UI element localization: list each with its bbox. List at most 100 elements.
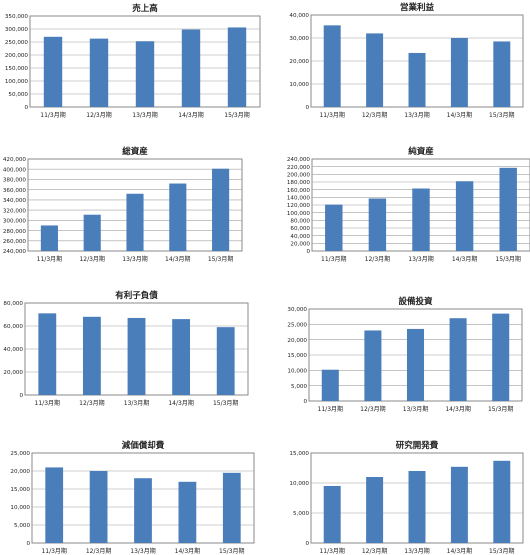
x-tick-label: 14/3月期 xyxy=(447,111,472,119)
bar xyxy=(83,214,101,251)
x-tick-label: 12/3月期 xyxy=(365,255,390,263)
y-tick-label: 60,000 xyxy=(290,226,310,232)
bar xyxy=(212,168,230,251)
x-tick-label: 11/3月期 xyxy=(35,399,60,407)
chart-title: 売上高 xyxy=(131,3,158,14)
bar xyxy=(406,328,425,401)
y-tick-label: 40,000 xyxy=(290,234,310,240)
x-tick-label: 15/3月期 xyxy=(488,405,513,413)
y-tick-label: 10,000 xyxy=(289,82,309,88)
bar xyxy=(181,29,201,107)
y-tick-label: 100,000 xyxy=(5,79,29,85)
y-tick-label: 30,000 xyxy=(289,36,309,42)
x-tick-label: 15/3月期 xyxy=(208,255,233,263)
y-tick-label: 5,000 xyxy=(293,511,309,517)
x-tick-label: 15/3月期 xyxy=(489,547,514,555)
y-tick-label: 150,000 xyxy=(5,66,29,72)
bar xyxy=(449,318,467,401)
bar xyxy=(40,225,58,251)
bar xyxy=(364,330,382,401)
y-tick-label: 260,000 xyxy=(3,239,27,245)
bar xyxy=(368,198,387,251)
x-tick-label: 11/3月期 xyxy=(41,547,66,555)
y-tick-label: 5,000 xyxy=(14,523,30,529)
bar xyxy=(82,316,101,395)
x-tick-label: 14/3月期 xyxy=(447,547,472,555)
x-tick-label: 12/3月期 xyxy=(79,255,104,263)
chart-title: 純資産 xyxy=(408,146,434,157)
x-tick-label: 11/3月期 xyxy=(319,547,344,555)
y-tick-label: 340,000 xyxy=(3,198,27,204)
chart-depreciation: 減価償却費 0 5,000 10,000 15,000 20,000 25,000 11/3月… xyxy=(10,440,255,555)
bar xyxy=(134,478,152,543)
x-tick-label: 12/3月期 xyxy=(360,405,385,413)
y-tick-label: 5,000 xyxy=(291,384,307,390)
bar xyxy=(178,481,197,543)
y-tick-label: 360,000 xyxy=(3,188,27,194)
x-tick-label: 14/3月期 xyxy=(178,111,203,119)
x-tick-label: 12/3月期 xyxy=(79,399,104,407)
y-tick-label: 50,000 xyxy=(8,92,28,98)
y-tick-label: 200,000 xyxy=(5,53,29,59)
chart-rd-expenses: 研究開発費 0 5,000 10,000 15,000 11/3月期 12/3月期 13/3月… xyxy=(289,440,524,555)
chart-total-assets: 総資産 240,000 260,000 280,000 300,000 320,000 34… xyxy=(3,146,243,263)
y-tick-label: 320,000 xyxy=(3,208,27,214)
x-tick-label: 15/3月期 xyxy=(219,547,244,555)
y-tick-label: 160,000 xyxy=(287,188,311,194)
bar xyxy=(89,471,108,543)
y-tick-label: 0 xyxy=(26,541,30,547)
y-tick-label: 250,000 xyxy=(5,40,29,46)
bar xyxy=(412,188,430,251)
bar xyxy=(222,472,241,543)
y-tick-label: 0 xyxy=(24,105,28,111)
y-tick-label: 0 xyxy=(305,105,309,111)
y-tick-label: 300,000 xyxy=(5,27,29,33)
bar xyxy=(323,25,341,108)
chart-sales: 売上高 0 50,000 100,000 150,000 200,000 250,000 30… xyxy=(5,3,261,119)
y-tick-label: 0 xyxy=(19,393,23,399)
chart-title: 営業利益 xyxy=(400,2,435,13)
x-tick-label: 15/3月期 xyxy=(489,111,514,119)
bar xyxy=(43,36,63,107)
x-tick-label: 15/3月期 xyxy=(224,111,249,119)
bar xyxy=(126,193,144,251)
y-tick-label: 240,000 xyxy=(3,249,27,255)
x-tick-label: 11/3月期 xyxy=(321,255,346,263)
y-tick-label: 120,000 xyxy=(287,203,311,209)
y-tick-label: 350,000 xyxy=(5,14,29,20)
bar xyxy=(169,183,187,251)
x-tick-label: 12/3月期 xyxy=(86,547,111,555)
bar xyxy=(366,33,384,107)
bar xyxy=(216,327,235,395)
x-tick-label: 11/3月期 xyxy=(37,255,62,263)
x-tick-label: 11/3月期 xyxy=(319,111,344,119)
x-tick-label: 12/3月期 xyxy=(86,111,111,119)
bar xyxy=(408,471,426,543)
bar xyxy=(450,38,468,107)
y-tick-label: 300,000 xyxy=(3,219,27,225)
y-tick-label: 15,000 xyxy=(287,353,307,359)
bar xyxy=(492,313,510,401)
x-tick-label: 13/3月期 xyxy=(408,255,433,263)
y-tick-label: 20,000 xyxy=(290,242,310,248)
x-tick-label: 13/3月期 xyxy=(404,111,429,119)
bar xyxy=(450,466,468,543)
y-tick-label: 420,000 xyxy=(3,157,27,163)
bar xyxy=(321,369,339,401)
chart-title: 有利子負債 xyxy=(115,290,158,301)
chart-title: 設備投資 xyxy=(398,296,433,307)
y-tick-label: 10,000 xyxy=(10,505,30,511)
y-tick-label: 20,000 xyxy=(10,469,30,475)
bar xyxy=(408,52,426,107)
y-tick-label: 220,000 xyxy=(287,165,311,171)
y-tick-label: 0 xyxy=(306,249,310,255)
y-tick-label: 400,000 xyxy=(3,167,27,173)
x-tick-label: 14/3月期 xyxy=(452,255,477,263)
bar xyxy=(455,181,474,251)
y-tick-label: 180,000 xyxy=(287,180,311,186)
x-tick-label: 14/3月期 xyxy=(445,405,470,413)
y-tick-label: 10,000 xyxy=(287,369,307,375)
chart-title: 研究開発費 xyxy=(396,440,439,451)
y-tick-label: 380,000 xyxy=(3,178,27,184)
y-tick-label: 30,000 xyxy=(287,307,307,313)
